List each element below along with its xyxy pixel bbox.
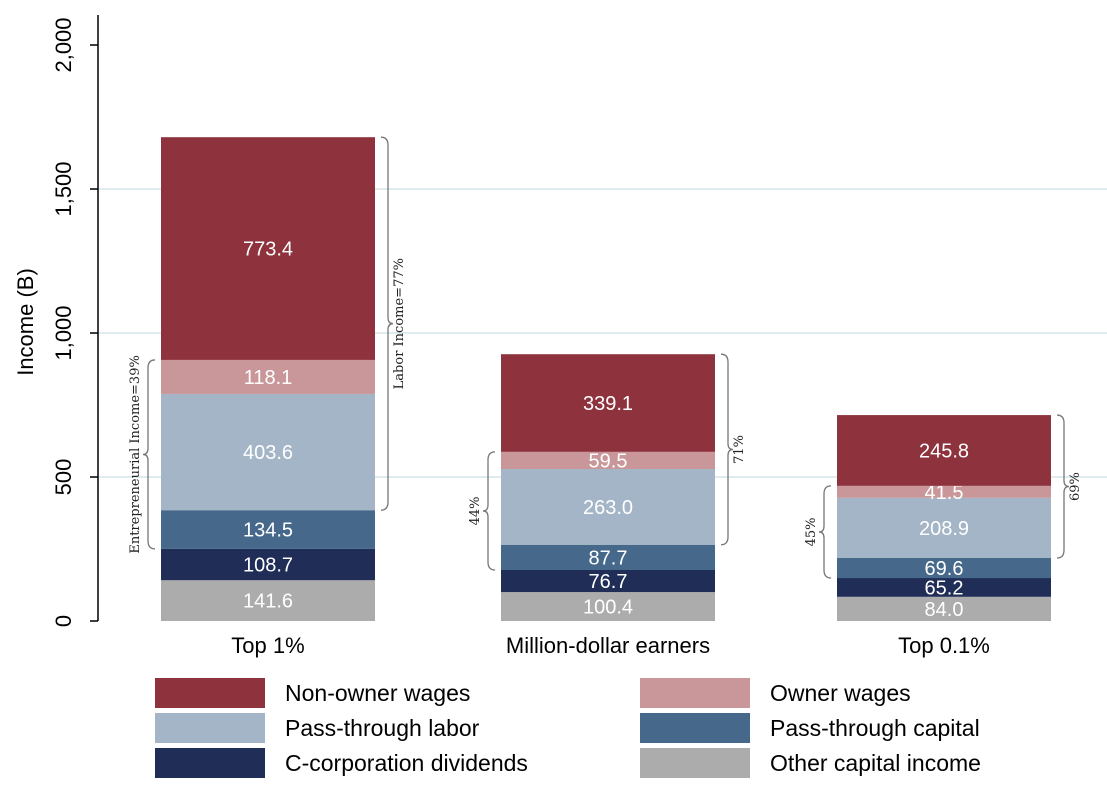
bar-value-label: 69.6	[925, 558, 964, 580]
legend-swatch	[155, 678, 265, 708]
category-label: Top 1%	[231, 633, 304, 658]
entrepreneurial-brace	[818, 485, 832, 579]
bar-segment	[161, 548, 375, 581]
labor-brace	[380, 136, 394, 511]
legend-item: Pass-through capital	[640, 711, 980, 745]
bar-value-label: 76.7	[589, 571, 628, 593]
bar-segment	[161, 393, 375, 511]
legend-label: Pass-through capital	[770, 714, 980, 741]
y-tick-label: 2,000	[51, 17, 76, 72]
bar-value-label: 100.4	[583, 597, 633, 619]
labor-label: 71%	[732, 435, 747, 464]
bar-segment	[501, 354, 715, 452]
legend-label: Pass-through labor	[285, 714, 480, 741]
legend-swatch	[155, 748, 265, 778]
bar-value-label: 118.1	[244, 367, 293, 389]
entrepreneurial-label: 44%	[468, 496, 483, 525]
bar-segment	[837, 578, 1051, 597]
bar-segment	[837, 415, 1051, 486]
bar-value-label: 87.7	[589, 547, 628, 569]
y-axis-label: Income (B)	[13, 268, 38, 376]
bar-value-label: 263.0	[583, 497, 633, 519]
labor-brace	[1056, 414, 1070, 559]
entrepreneurial-brace	[142, 359, 156, 550]
bars: 141.6108.7134.5403.6118.1773.4100.476.78…	[161, 137, 1051, 621]
legend-label: Other capital income	[770, 749, 981, 776]
bar-value-label: 84.0	[925, 599, 964, 621]
legend-swatch	[640, 678, 750, 708]
legend-swatch	[640, 748, 750, 778]
legend-item: Non-owner wages	[155, 676, 470, 710]
legend-label: C-corporation dividends	[285, 749, 528, 776]
bar-segment	[161, 359, 375, 394]
bar-segment	[501, 544, 715, 570]
legend-item: Other capital income	[640, 746, 981, 780]
bar-value-label: 403.6	[243, 442, 293, 464]
legend-item: Owner wages	[640, 676, 911, 710]
entrepreneurial-brace	[482, 451, 496, 571]
bar-segment	[501, 569, 715, 593]
bar-value-label: 141.6	[243, 591, 293, 613]
bar-value-label: 773.4	[243, 239, 293, 261]
bar-value-label: 65.2	[925, 577, 964, 599]
bar-segment	[161, 137, 375, 360]
bar-value-label: 41.5	[925, 482, 964, 504]
legend-swatch	[640, 713, 750, 743]
labor-label: 69%	[1068, 472, 1083, 501]
bar-segment	[501, 468, 715, 545]
bar-value-label: 245.8	[919, 440, 969, 462]
bar-segment	[501, 451, 715, 469]
y-tick-label: 1,500	[51, 161, 76, 216]
legend-label: Owner wages	[770, 679, 911, 706]
entrepreneurial-label: Entrepreneurial Income=39%	[128, 355, 143, 553]
legend-swatch	[155, 713, 265, 743]
bar-value-label: 108.7	[243, 555, 293, 577]
bar-value-label: 208.9	[919, 518, 969, 540]
labor-brace	[720, 353, 734, 546]
category-label: Top 0.1%	[898, 633, 990, 658]
bar-segment	[837, 596, 1051, 621]
category-label: Million-dollar earners	[506, 633, 710, 658]
bar-segment	[837, 557, 1051, 579]
brace-annotations: Entrepreneurial Income=39% Labor Income=7…	[128, 136, 1083, 579]
bar-value-label: 59.5	[589, 450, 628, 472]
labor-label: Labor Income=77%	[392, 258, 407, 389]
bar-segment	[837, 485, 1051, 498]
y-tick-label: 500	[51, 459, 76, 496]
bar-segment	[837, 497, 1051, 558]
y-tick-label: 1,000	[51, 305, 76, 360]
legend-label: Non-owner wages	[285, 679, 471, 706]
bar-value-label: 134.5	[243, 520, 293, 542]
category-labels: Top 1% Million-dollar earners Top 0.1%	[231, 633, 990, 658]
legend-item: Pass-through labor	[155, 711, 479, 745]
bar-segment	[501, 592, 715, 621]
bar-value-label: 339.1	[583, 393, 633, 415]
y-tick-label: 0	[51, 615, 76, 627]
y-axis: 0 500 1,000 1,500 2,000	[51, 15, 99, 627]
entrepreneurial-label: 45%	[804, 517, 819, 546]
legend-item: C-corporation dividends	[155, 746, 528, 780]
bar-segment	[161, 510, 375, 549]
bar-segment	[161, 580, 375, 621]
